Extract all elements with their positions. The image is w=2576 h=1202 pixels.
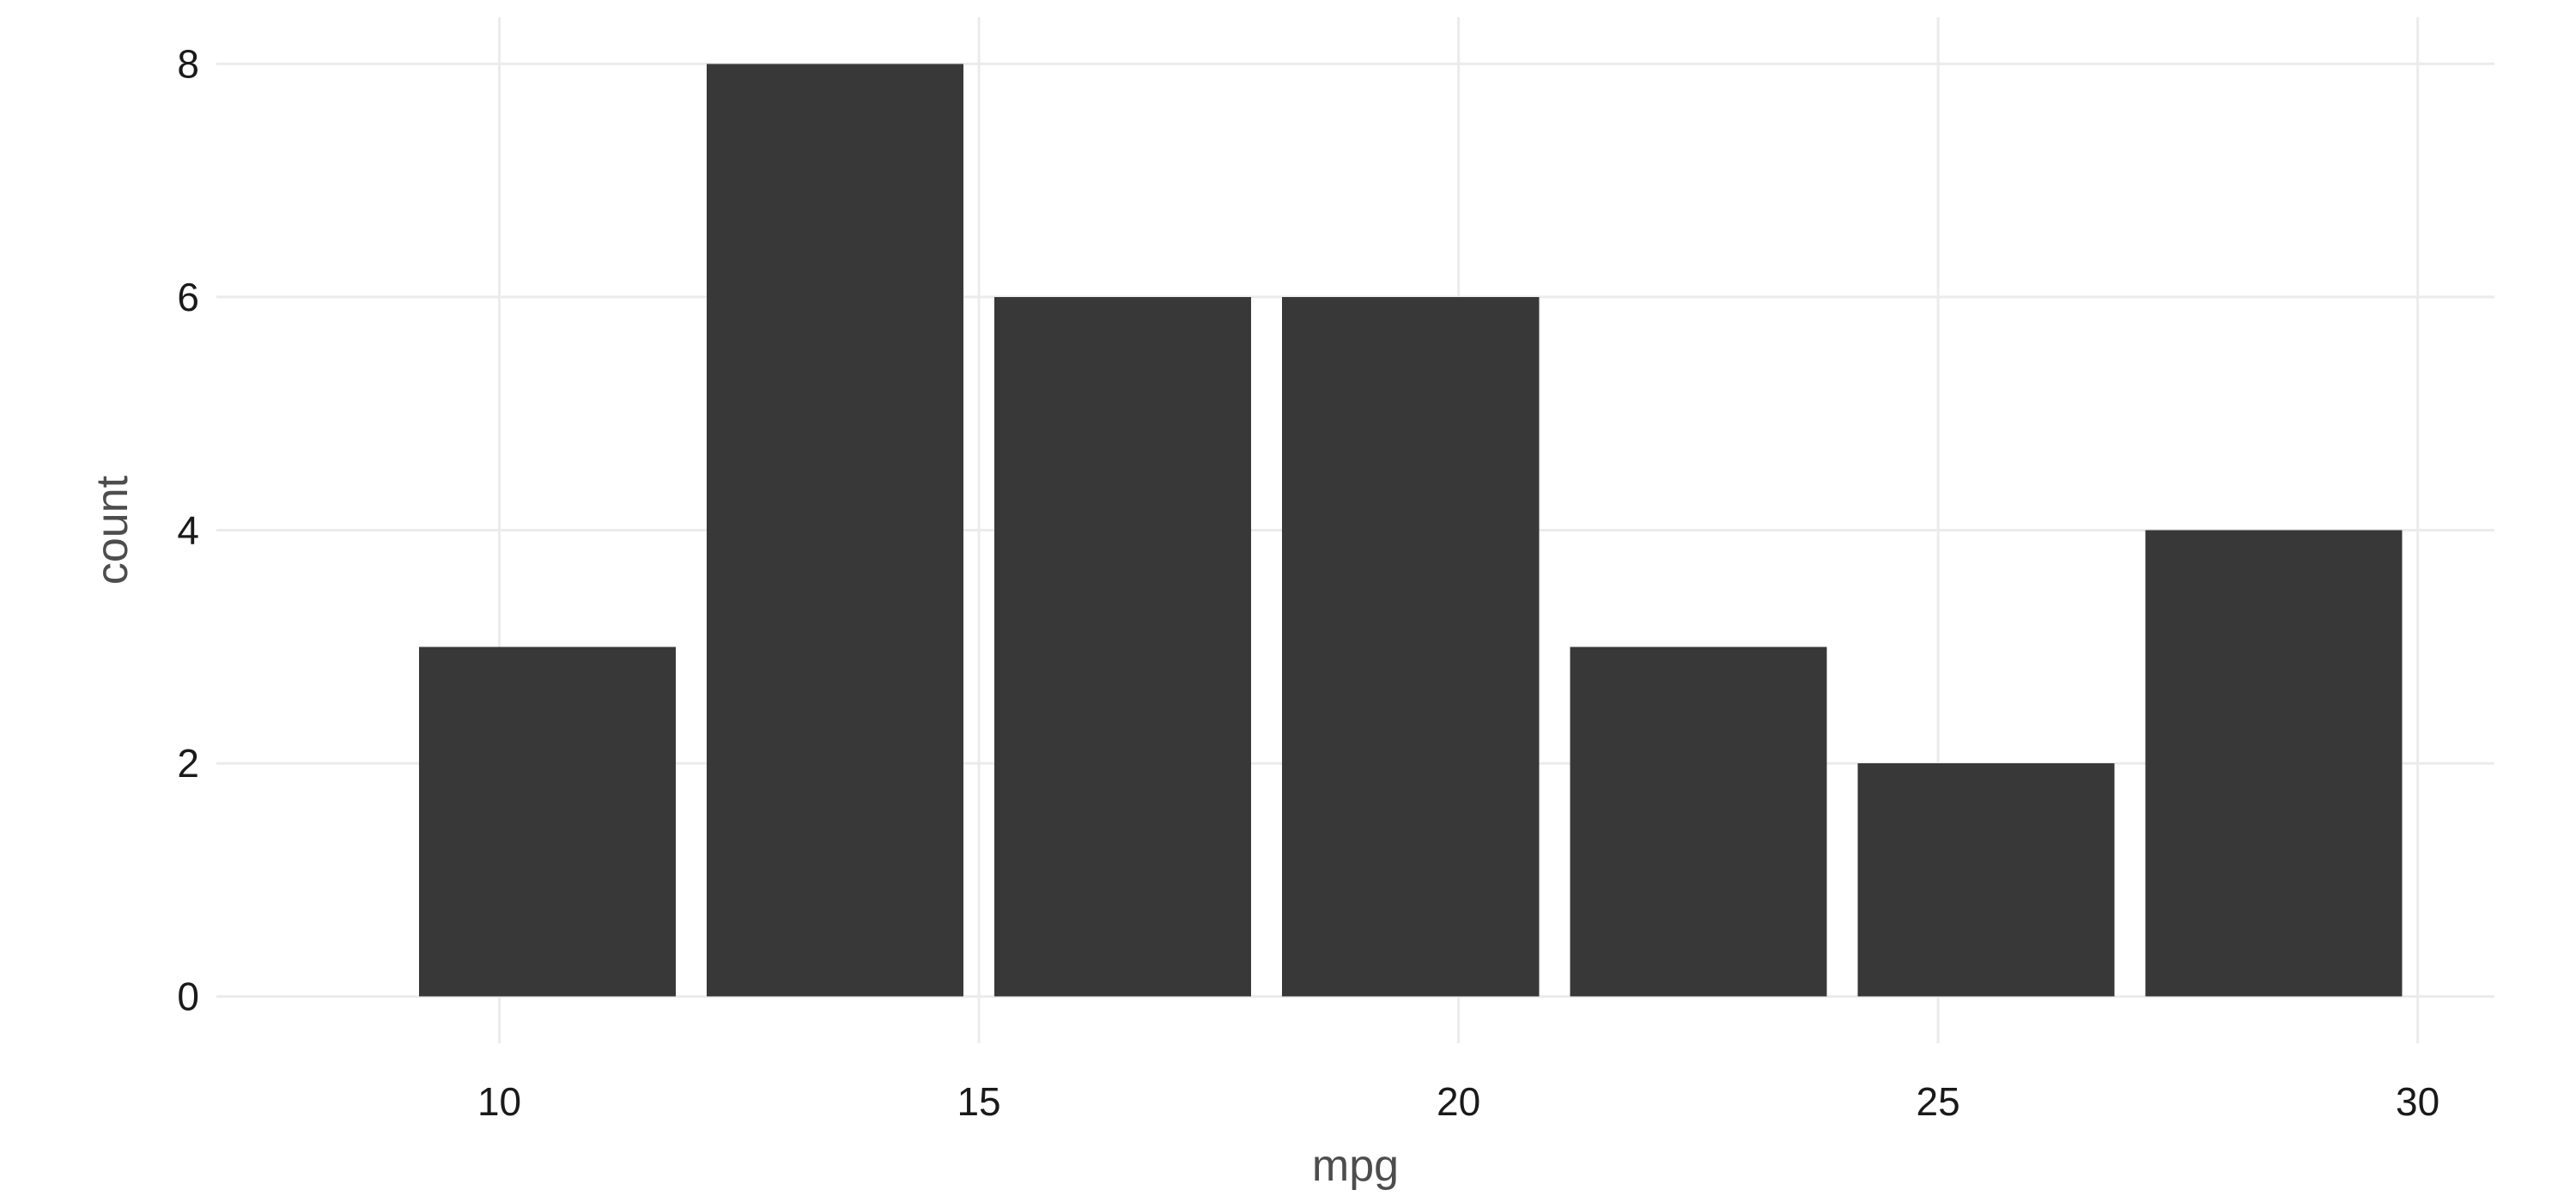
histogram-bar — [706, 64, 964, 997]
x-tick-label: 30 — [2396, 1079, 2439, 1124]
histogram-bar — [1282, 296, 1540, 997]
x-tick-label: 20 — [1437, 1079, 1480, 1124]
y-axis-title: count — [88, 475, 137, 585]
x-tick-label: 25 — [1917, 1079, 1960, 1124]
y-tick-label: 6 — [177, 275, 199, 319]
histogram-bar — [418, 647, 676, 997]
x-axis-title: mpg — [1312, 1141, 1399, 1191]
histogram-bar — [1570, 647, 1827, 997]
y-tick-label: 8 — [177, 41, 199, 86]
histogram-bar — [1857, 763, 2115, 997]
y-tick-label: 2 — [177, 741, 199, 786]
y-axis-tick-labels: 0 2 4 6 8 — [177, 41, 199, 1018]
bars — [418, 64, 2403, 997]
histogram-bar — [2145, 530, 2403, 997]
x-tick-label: 10 — [477, 1079, 521, 1124]
y-tick-label: 0 — [177, 974, 199, 1019]
x-tick-label: 15 — [957, 1079, 1000, 1124]
histogram-bar — [994, 296, 1252, 997]
x-axis-tick-labels: 10 15 20 25 30 — [477, 1079, 2439, 1124]
y-tick-label: 4 — [177, 508, 199, 553]
